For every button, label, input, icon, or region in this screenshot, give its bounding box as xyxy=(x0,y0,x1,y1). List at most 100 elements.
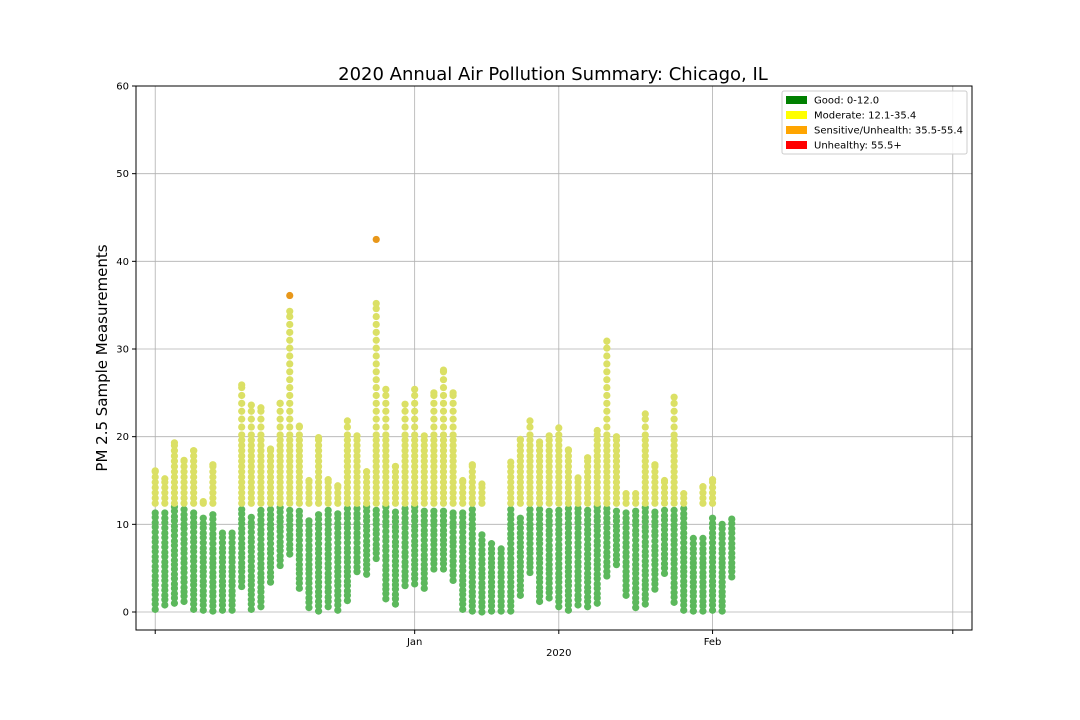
data-point xyxy=(247,562,255,571)
data-point xyxy=(507,473,515,481)
data-point xyxy=(545,584,553,592)
data-point xyxy=(295,483,303,492)
data-point xyxy=(353,468,361,476)
data-point xyxy=(372,399,380,407)
data-point xyxy=(516,499,524,507)
data-point xyxy=(603,436,611,444)
data-point xyxy=(439,436,448,444)
data-point xyxy=(718,520,726,528)
data-point xyxy=(180,483,188,492)
data-point xyxy=(391,468,400,476)
data-point xyxy=(372,540,380,549)
data-point xyxy=(651,494,659,502)
data-point xyxy=(708,489,717,497)
data-point xyxy=(286,360,294,368)
data-point xyxy=(670,436,678,444)
data-point xyxy=(680,563,688,571)
data-point xyxy=(228,563,236,571)
data-point xyxy=(314,483,323,492)
data-point xyxy=(295,457,303,465)
data-point xyxy=(641,494,649,502)
data-point xyxy=(660,506,669,514)
data-point xyxy=(545,478,553,486)
data-point xyxy=(190,605,198,613)
data-point xyxy=(266,540,275,548)
data-point xyxy=(564,544,573,552)
data-point xyxy=(564,462,573,471)
data-point xyxy=(459,562,467,571)
data-point xyxy=(507,478,515,486)
data-point xyxy=(651,585,659,593)
data-point xyxy=(382,494,390,502)
data-point xyxy=(151,473,159,481)
data-point xyxy=(641,576,649,585)
data-point xyxy=(507,530,515,538)
data-point xyxy=(641,431,649,439)
data-point xyxy=(420,561,428,569)
data-point xyxy=(401,514,409,522)
data-point xyxy=(247,553,255,561)
data-point xyxy=(584,569,592,578)
data-point xyxy=(468,461,476,469)
data-point xyxy=(449,436,457,444)
data-point xyxy=(382,581,390,589)
data-point xyxy=(564,499,573,507)
data-point xyxy=(449,431,457,439)
data-point xyxy=(209,478,217,486)
data-point xyxy=(180,505,188,514)
y-tick-label: 60 xyxy=(116,82,129,93)
data-point xyxy=(487,597,496,606)
data-point xyxy=(247,407,255,415)
data-point xyxy=(209,578,217,586)
data-point xyxy=(487,588,496,596)
data-point xyxy=(238,431,246,439)
data-point xyxy=(584,478,592,486)
data-point xyxy=(391,600,400,608)
data-point xyxy=(430,565,438,573)
data-point xyxy=(584,473,592,481)
data-point xyxy=(266,478,275,486)
data-point xyxy=(324,593,332,601)
data-point xyxy=(180,597,188,606)
legend-swatch xyxy=(786,141,807,149)
x-tick-sublabel: 2020 xyxy=(546,648,571,659)
data-point xyxy=(584,525,592,534)
data-point xyxy=(372,516,380,524)
data-point xyxy=(439,423,448,431)
data-point xyxy=(180,545,188,553)
data-point xyxy=(363,483,371,492)
data-point xyxy=(247,478,255,486)
data-point xyxy=(660,540,669,549)
data-point xyxy=(190,533,198,542)
data-point xyxy=(660,476,669,485)
data-point xyxy=(430,447,438,455)
data-point xyxy=(209,494,217,502)
data-point xyxy=(170,478,179,486)
data-point xyxy=(516,548,524,556)
data-point xyxy=(343,417,352,425)
data-point xyxy=(660,499,669,507)
data-point xyxy=(286,344,294,352)
data-point xyxy=(276,538,284,546)
data-point xyxy=(670,506,678,514)
data-point xyxy=(603,376,611,384)
data-point xyxy=(603,415,611,423)
data-point xyxy=(257,441,265,450)
data-point xyxy=(449,518,457,527)
data-point xyxy=(603,447,611,455)
data-point xyxy=(555,569,563,578)
data-point xyxy=(170,532,179,540)
data-point xyxy=(584,506,592,514)
data-point xyxy=(680,597,688,605)
data-point xyxy=(382,431,390,439)
data-point xyxy=(497,554,505,563)
data-point xyxy=(382,478,390,486)
data-point xyxy=(209,597,217,606)
chart-title: 2020 Annual Air Pollution Summary: Chica… xyxy=(338,64,768,85)
data-point xyxy=(526,530,534,538)
data-point xyxy=(651,489,659,497)
data-point xyxy=(526,441,534,450)
data-point xyxy=(478,579,486,587)
data-point xyxy=(555,424,563,432)
data-point xyxy=(314,494,323,502)
